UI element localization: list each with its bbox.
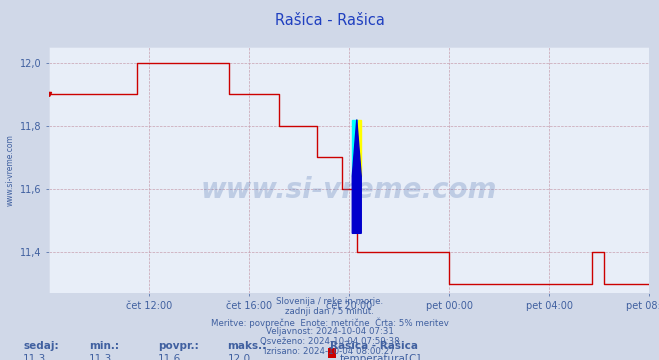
Text: www.si-vreme.com: www.si-vreme.com (6, 134, 15, 206)
Text: Rašica - Rašica: Rašica - Rašica (275, 13, 384, 28)
Text: Rašica - Rašica: Rašica - Rašica (330, 341, 418, 351)
Text: 11,6: 11,6 (158, 354, 181, 360)
Text: min.:: min.: (89, 341, 119, 351)
Text: sedaj:: sedaj: (23, 341, 59, 351)
Text: Osveženo: 2024-10-04 07:59:38: Osveženo: 2024-10-04 07:59:38 (260, 337, 399, 346)
Polygon shape (353, 120, 357, 176)
Text: 11,3: 11,3 (89, 354, 112, 360)
Text: www.si-vreme.com: www.si-vreme.com (201, 176, 498, 204)
Polygon shape (357, 120, 361, 176)
Text: 12,0: 12,0 (227, 354, 250, 360)
Text: temperatura[C]: temperatura[C] (340, 354, 422, 360)
Text: Veljavnost: 2024-10-04 07:31: Veljavnost: 2024-10-04 07:31 (266, 327, 393, 336)
Text: Izrisano: 2024-10-04 08:00:27: Izrisano: 2024-10-04 08:00:27 (264, 347, 395, 356)
Text: 11,3: 11,3 (23, 354, 46, 360)
Text: povpr.:: povpr.: (158, 341, 199, 351)
Text: maks.:: maks.: (227, 341, 267, 351)
Polygon shape (353, 120, 361, 233)
Text: zadnji dan / 5 minut.: zadnji dan / 5 minut. (285, 307, 374, 316)
Text: Slovenija / reke in morje.: Slovenija / reke in morje. (276, 297, 383, 306)
Text: Meritve: povprečne  Enote: metrične  Črta: 5% meritev: Meritve: povprečne Enote: metrične Črta:… (211, 317, 448, 328)
